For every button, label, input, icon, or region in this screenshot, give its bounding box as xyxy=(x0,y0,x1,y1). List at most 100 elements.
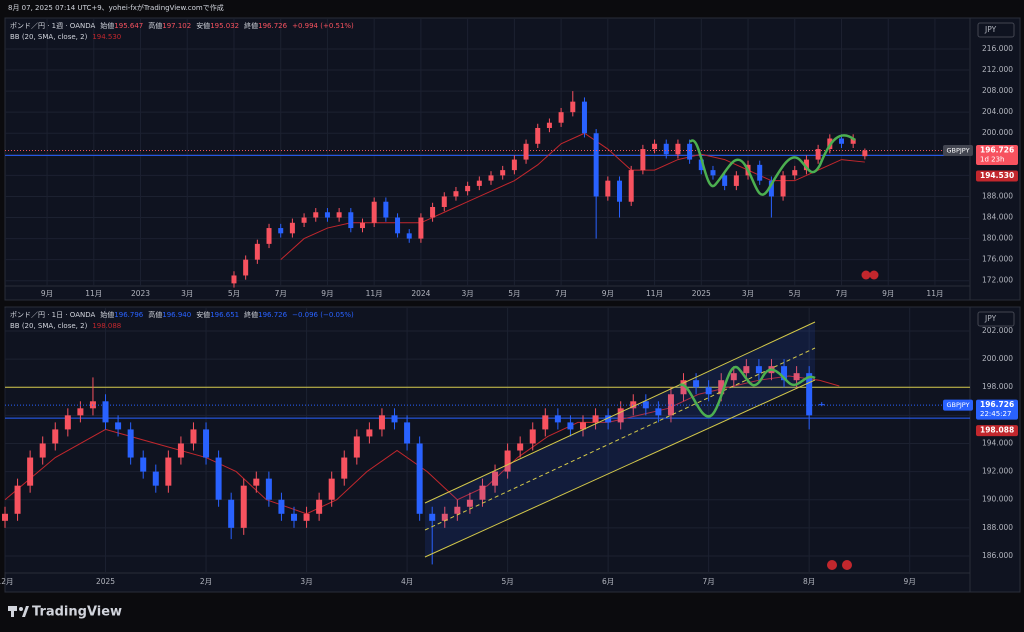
brand-logo: TradingView xyxy=(8,605,122,620)
candle-body xyxy=(693,380,700,388)
ohlc-label: 高値 xyxy=(148,21,162,30)
y-tick-label: 216.000 xyxy=(982,44,1013,53)
x-tick-label: 11月 xyxy=(366,289,383,298)
candle-body xyxy=(278,228,284,234)
candle-body xyxy=(366,429,373,437)
x-tick-label: 9月 xyxy=(41,289,53,298)
candle-body xyxy=(328,478,335,500)
candle-body xyxy=(523,143,529,160)
channel-lower xyxy=(424,379,816,558)
candle-body xyxy=(391,415,398,423)
x-tick-label: 7月 xyxy=(835,289,847,298)
candle-body xyxy=(617,408,624,423)
candle-body xyxy=(479,485,486,500)
symbol-tag-label: GBPJPY xyxy=(946,401,969,409)
candle-body xyxy=(441,196,447,207)
candle-body xyxy=(862,150,868,157)
chart-layer: 172.000 176.000 180.000 184.000 188.000 192.0… xyxy=(0,19,1018,586)
bottom-panel xyxy=(4,306,1021,593)
ohlc-label: 安値 xyxy=(196,21,210,30)
candle-body xyxy=(115,422,122,430)
x-tick-label: 9月 xyxy=(321,289,333,298)
symbol-title: ポンド／円 · 1週 · OANDA xyxy=(10,21,95,30)
candle-body xyxy=(492,471,499,486)
ohlc-label: 高値 xyxy=(148,310,162,319)
candle-body xyxy=(418,217,424,239)
candle-body xyxy=(52,429,59,444)
currency-button[interactable] xyxy=(977,311,1015,327)
ohlc-value: 196.940 xyxy=(162,311,191,319)
bb-value: 194.530 xyxy=(92,33,121,41)
x-tick-label: 3月 xyxy=(300,577,312,586)
candle-body xyxy=(710,170,716,176)
brand: TradingView xyxy=(32,605,122,620)
x-tick-label: 6月 xyxy=(602,577,614,586)
candle-body xyxy=(27,457,34,486)
bb-value: 198.088 xyxy=(92,322,121,330)
candle-body xyxy=(803,159,809,171)
channel-fill xyxy=(425,322,815,557)
ohlc-label: 安値 xyxy=(196,310,210,319)
bb-legend: BB (20, SMA, close, 2) 194.530 xyxy=(10,33,121,41)
ohlc-value: 196.796 xyxy=(114,311,143,319)
event-icon[interactable] xyxy=(861,270,871,280)
y-tick-label: 176.000 xyxy=(982,255,1013,264)
candle-body xyxy=(316,499,323,514)
candle-body xyxy=(605,180,611,197)
candle-body xyxy=(730,373,737,381)
candle-body xyxy=(243,259,249,276)
change: −0.096 (−0.05%) xyxy=(292,311,354,319)
price-tag xyxy=(976,144,1018,165)
x-tick-label: 11月 xyxy=(926,289,943,298)
symbol-tag xyxy=(943,399,973,411)
candle-body xyxy=(718,380,725,395)
symbol-tag-label: GBPJPY xyxy=(946,146,969,154)
y-tick-label: 200.000 xyxy=(982,128,1013,137)
candle-body xyxy=(517,443,524,451)
candle-body xyxy=(152,471,159,486)
x-tick-label: 2月 xyxy=(200,577,212,586)
candle-body xyxy=(301,217,307,223)
x-tick-label: 3月 xyxy=(461,289,473,298)
candle-body xyxy=(781,366,788,381)
candle-body xyxy=(705,387,712,395)
x-tick-label: 11月 xyxy=(646,289,663,298)
logo-mark xyxy=(11,606,14,617)
candle-body xyxy=(303,513,310,521)
event-icon[interactable] xyxy=(827,560,837,570)
candle-body xyxy=(466,499,473,507)
candle-body xyxy=(14,485,21,514)
y-tick-label: 184.000 xyxy=(982,213,1013,222)
candle-body xyxy=(177,443,184,458)
y-tick-label: 208.000 xyxy=(982,86,1013,95)
bb-name: BB (20, SMA, close, 2) xyxy=(10,33,88,41)
candle-body xyxy=(768,180,774,197)
x-tick-label: 5月 xyxy=(501,577,513,586)
y-tick-label: 202.000 xyxy=(982,326,1013,335)
candle-body xyxy=(378,415,385,430)
candle-body xyxy=(542,415,549,430)
bb-tag xyxy=(976,170,1018,182)
ohlc-value: 196.726 xyxy=(258,311,287,319)
event-icon[interactable] xyxy=(842,560,852,570)
x-tick-label: 2025 xyxy=(96,577,115,586)
candle-body xyxy=(240,485,247,528)
bb-name: BB (20, SMA, close, 2) xyxy=(10,322,88,330)
candle-body xyxy=(429,513,436,521)
x-tick-label: 12月 xyxy=(0,577,14,586)
candle-body xyxy=(453,191,459,197)
x-tick-label: 9月 xyxy=(882,289,894,298)
candle-body xyxy=(77,408,84,416)
channel-upper xyxy=(424,321,816,504)
event-icon[interactable] xyxy=(869,270,879,280)
x-tick-label: 7月 xyxy=(275,289,287,298)
logo-mark xyxy=(19,607,23,611)
wave-drawing xyxy=(679,365,816,418)
candle-body xyxy=(743,366,750,374)
candle-body xyxy=(675,143,681,155)
change: +0.994 (+0.51%) xyxy=(292,22,354,30)
candle-body xyxy=(228,499,235,528)
bb-tag xyxy=(976,425,1018,437)
currency-button[interactable] xyxy=(977,22,1015,38)
x-tick-label: 4月 xyxy=(401,577,413,586)
